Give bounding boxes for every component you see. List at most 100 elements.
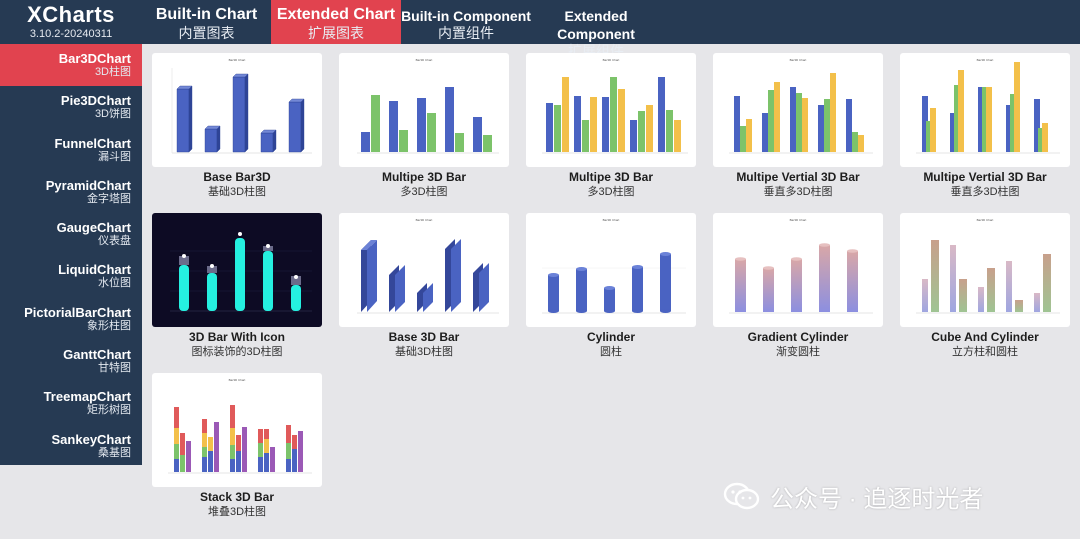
sidebar-item-label: GaugeChart xyxy=(56,220,131,236)
sidebar-item-sublabel: 水位图 xyxy=(98,277,131,290)
tab-built-in-component[interactable]: Built-in Component 内置组件 xyxy=(401,0,531,44)
brand-version: 3.10.2-20240311 xyxy=(29,28,113,40)
sidebar-item-sublabel: 桑基图 xyxy=(98,446,131,459)
thumbnail-graphic: Bar3D Chart xyxy=(357,218,499,314)
sidebar-item-bar3dchart[interactable]: Bar3DChart 3D柱图 xyxy=(0,44,142,87)
brand-title: XCharts xyxy=(27,2,115,27)
chart-thumbnail: Bar3D Chart xyxy=(152,53,322,167)
tab-label: Built-in Chart xyxy=(155,6,258,23)
card-subtitle: 垂直多3D柱图 xyxy=(763,186,833,198)
watermark-text: 公众号 · 追逐时光者 xyxy=(770,485,984,513)
sidebar-item-pictorialbarchart[interactable]: PictorialBarChart 象形柱图 xyxy=(0,298,142,340)
thumbnail-graphic: Bar3D Chart xyxy=(916,218,1060,314)
chart-thumbnail: Bar3D Chart xyxy=(900,53,1070,167)
card-subtitle: 垂直多3D柱图 xyxy=(950,186,1020,198)
card-title: 3D Bar With Icon xyxy=(189,330,285,344)
sidebar: Bar3DChart 3D柱图 Pie3DChart 3D饼图 FunnelCh… xyxy=(0,44,142,465)
tab-sublabel: 扩展图表 xyxy=(308,25,364,41)
sidebar-item-sublabel: 矩形树图 xyxy=(87,404,131,417)
tab-label: Extended Component xyxy=(557,8,635,42)
sidebar-item-sublabel: 3D柱图 xyxy=(94,66,131,78)
card-title: Gradient Cylinder xyxy=(747,330,849,344)
card-subtitle: 图标装饰的3D柱图 xyxy=(191,346,283,358)
chart-thumbnail: Bar3D Chart xyxy=(900,213,1070,327)
sidebar-item-pyramidchart[interactable]: PyramidChart 金字塔图 xyxy=(0,171,142,213)
card-subtitle: 基础3D柱图 xyxy=(394,346,454,358)
thumbnail-graphic: Bar3D Chart xyxy=(542,58,688,154)
chart-thumbnail: Bar3D Chart xyxy=(713,213,883,327)
thumbnail-title: Bar3D Chart xyxy=(790,58,807,62)
sidebar-item-sublabel: 象形柱图 xyxy=(87,319,131,332)
thumbnail-title: Bar3D Chart xyxy=(790,218,807,222)
card-title: Multipe 3D Bar xyxy=(568,170,653,184)
thumbnail-title: Bar3D Chart xyxy=(977,58,994,62)
card-title: Base 3D Bar xyxy=(388,330,460,344)
sidebar-item-funnelchart[interactable]: FunnelChart 漏斗图 xyxy=(0,129,142,171)
thumbnail-graphic: Bar3D Chart xyxy=(357,58,499,154)
card-subtitle: 基础3D柱图 xyxy=(207,186,267,198)
tab-built-in-chart[interactable]: Built-in Chart 内置图表 xyxy=(142,0,271,44)
sidebar-item-label: Bar3DChart xyxy=(58,51,131,66)
card-title: Cylinder xyxy=(586,330,635,344)
sidebar-item-sublabel: 仪表盘 xyxy=(98,235,131,248)
thumbnail-title: Bar3D Chart xyxy=(416,58,433,62)
thumbnail-title: Bar3D Chart xyxy=(603,58,620,62)
sidebar-item-label: TreemapChart xyxy=(43,389,131,405)
tab-sublabel: 内置组件 xyxy=(438,25,494,41)
tab-sublabel: 内置图表 xyxy=(178,25,235,41)
card-title: Stack 3D Bar xyxy=(199,490,275,504)
sidebar-item-sublabel: 漏斗图 xyxy=(98,150,131,163)
card-subtitle: 多3D柱图 xyxy=(587,186,635,198)
sidebar-item-sublabel: 3D饼图 xyxy=(94,108,131,121)
sidebar-item-sublabel: 金字塔图 xyxy=(87,192,131,205)
card-title: Base Bar3D xyxy=(203,170,271,184)
tab-label: Built-in Component xyxy=(401,8,531,24)
sidebar-item-pie3dchart[interactable]: Pie3DChart 3D饼图 xyxy=(0,86,142,128)
tab-extended-chart[interactable]: Extended Chart 扩展图表 xyxy=(271,0,401,44)
top-navigation-bar: XCharts 3.10.2-20240311 Built-in Chart 内… xyxy=(0,0,1080,59)
sidebar-item-label: SankeyChart xyxy=(51,431,131,447)
thumbnail-graphic: Bar3D Chart xyxy=(168,378,312,474)
thumbnail-graphic: Bar3D Chart xyxy=(542,218,686,314)
thumbnail-graphic xyxy=(170,232,312,312)
brand: XCharts 3.10.2-20240311 xyxy=(0,0,142,44)
card-subtitle: 堆叠3D柱图 xyxy=(207,506,267,518)
thumbnail-graphic: Bar3D Chart xyxy=(171,58,312,154)
card-title: Cube And Cylinder xyxy=(931,330,1039,344)
sidebar-item-label: FunnelChart xyxy=(54,135,131,151)
chart-thumbnail: Bar3D Chart xyxy=(526,53,696,167)
chart-thumbnail: Bar3D Chart xyxy=(339,53,509,167)
thumbnail-graphic: Bar3D Chart xyxy=(729,218,873,314)
tab-extended-component[interactable]: Extended Component 扩展组件 xyxy=(531,0,661,59)
chart-thumbnail: Bar3D Chart xyxy=(713,53,883,167)
sidebar-item-label: LiquidChart xyxy=(58,262,131,278)
thumbnail-title: Bar3D Chart xyxy=(416,218,433,222)
tab-label: Extended Chart xyxy=(276,6,396,23)
sidebar-item-sublabel: 甘特图 xyxy=(98,362,131,375)
chart-thumbnail: Bar3D Chart xyxy=(526,213,696,327)
thumbnail-title: Bar3D Chart xyxy=(977,218,994,222)
sidebar-item-label: Pie3DChart xyxy=(60,93,131,109)
sidebar-item-liquidchart[interactable]: LiquidChart 水位图 xyxy=(0,255,142,297)
wechat-icon xyxy=(722,481,762,511)
chart-thumbnail: Bar3D Chart xyxy=(152,373,322,487)
thumbnail-graphic: Bar3D Chart xyxy=(729,58,873,154)
chart-thumbnail xyxy=(152,213,322,327)
thumbnail-title: Bar3D Chart xyxy=(603,218,620,222)
thumbnail-title: Bar3D Chart xyxy=(229,58,246,62)
sidebar-item-treemapchart[interactable]: TreemapChart 矩形树图 xyxy=(0,382,142,424)
chart-thumbnail: Bar3D Chart xyxy=(339,213,509,327)
watermark: 公众号 · 追逐时光者 xyxy=(722,478,983,514)
card-title: Multipe Vertial 3D Bar xyxy=(923,170,1047,184)
thumbnail-title: Bar3D Chart xyxy=(229,378,246,382)
sidebar-item-gaugechart[interactable]: GaugeChart 仪表盘 xyxy=(0,213,142,255)
card-subtitle: 渐变圆柱 xyxy=(776,346,820,358)
card-subtitle: 圆柱 xyxy=(600,346,622,358)
thumbnail-graphic: Bar3D Chart xyxy=(916,58,1060,154)
sidebar-item-sankeychart[interactable]: SankeyChart 桑基图 xyxy=(0,425,142,467)
sidebar-item-label: PictorialBarChart xyxy=(24,304,131,320)
sidebar-item-ganttchart[interactable]: GanttChart 甘特图 xyxy=(0,340,142,382)
card-title: Multipe 3D Bar xyxy=(381,170,466,184)
card-subtitle: 多3D柱图 xyxy=(400,186,448,198)
sidebar-item-label: PyramidChart xyxy=(45,177,131,193)
